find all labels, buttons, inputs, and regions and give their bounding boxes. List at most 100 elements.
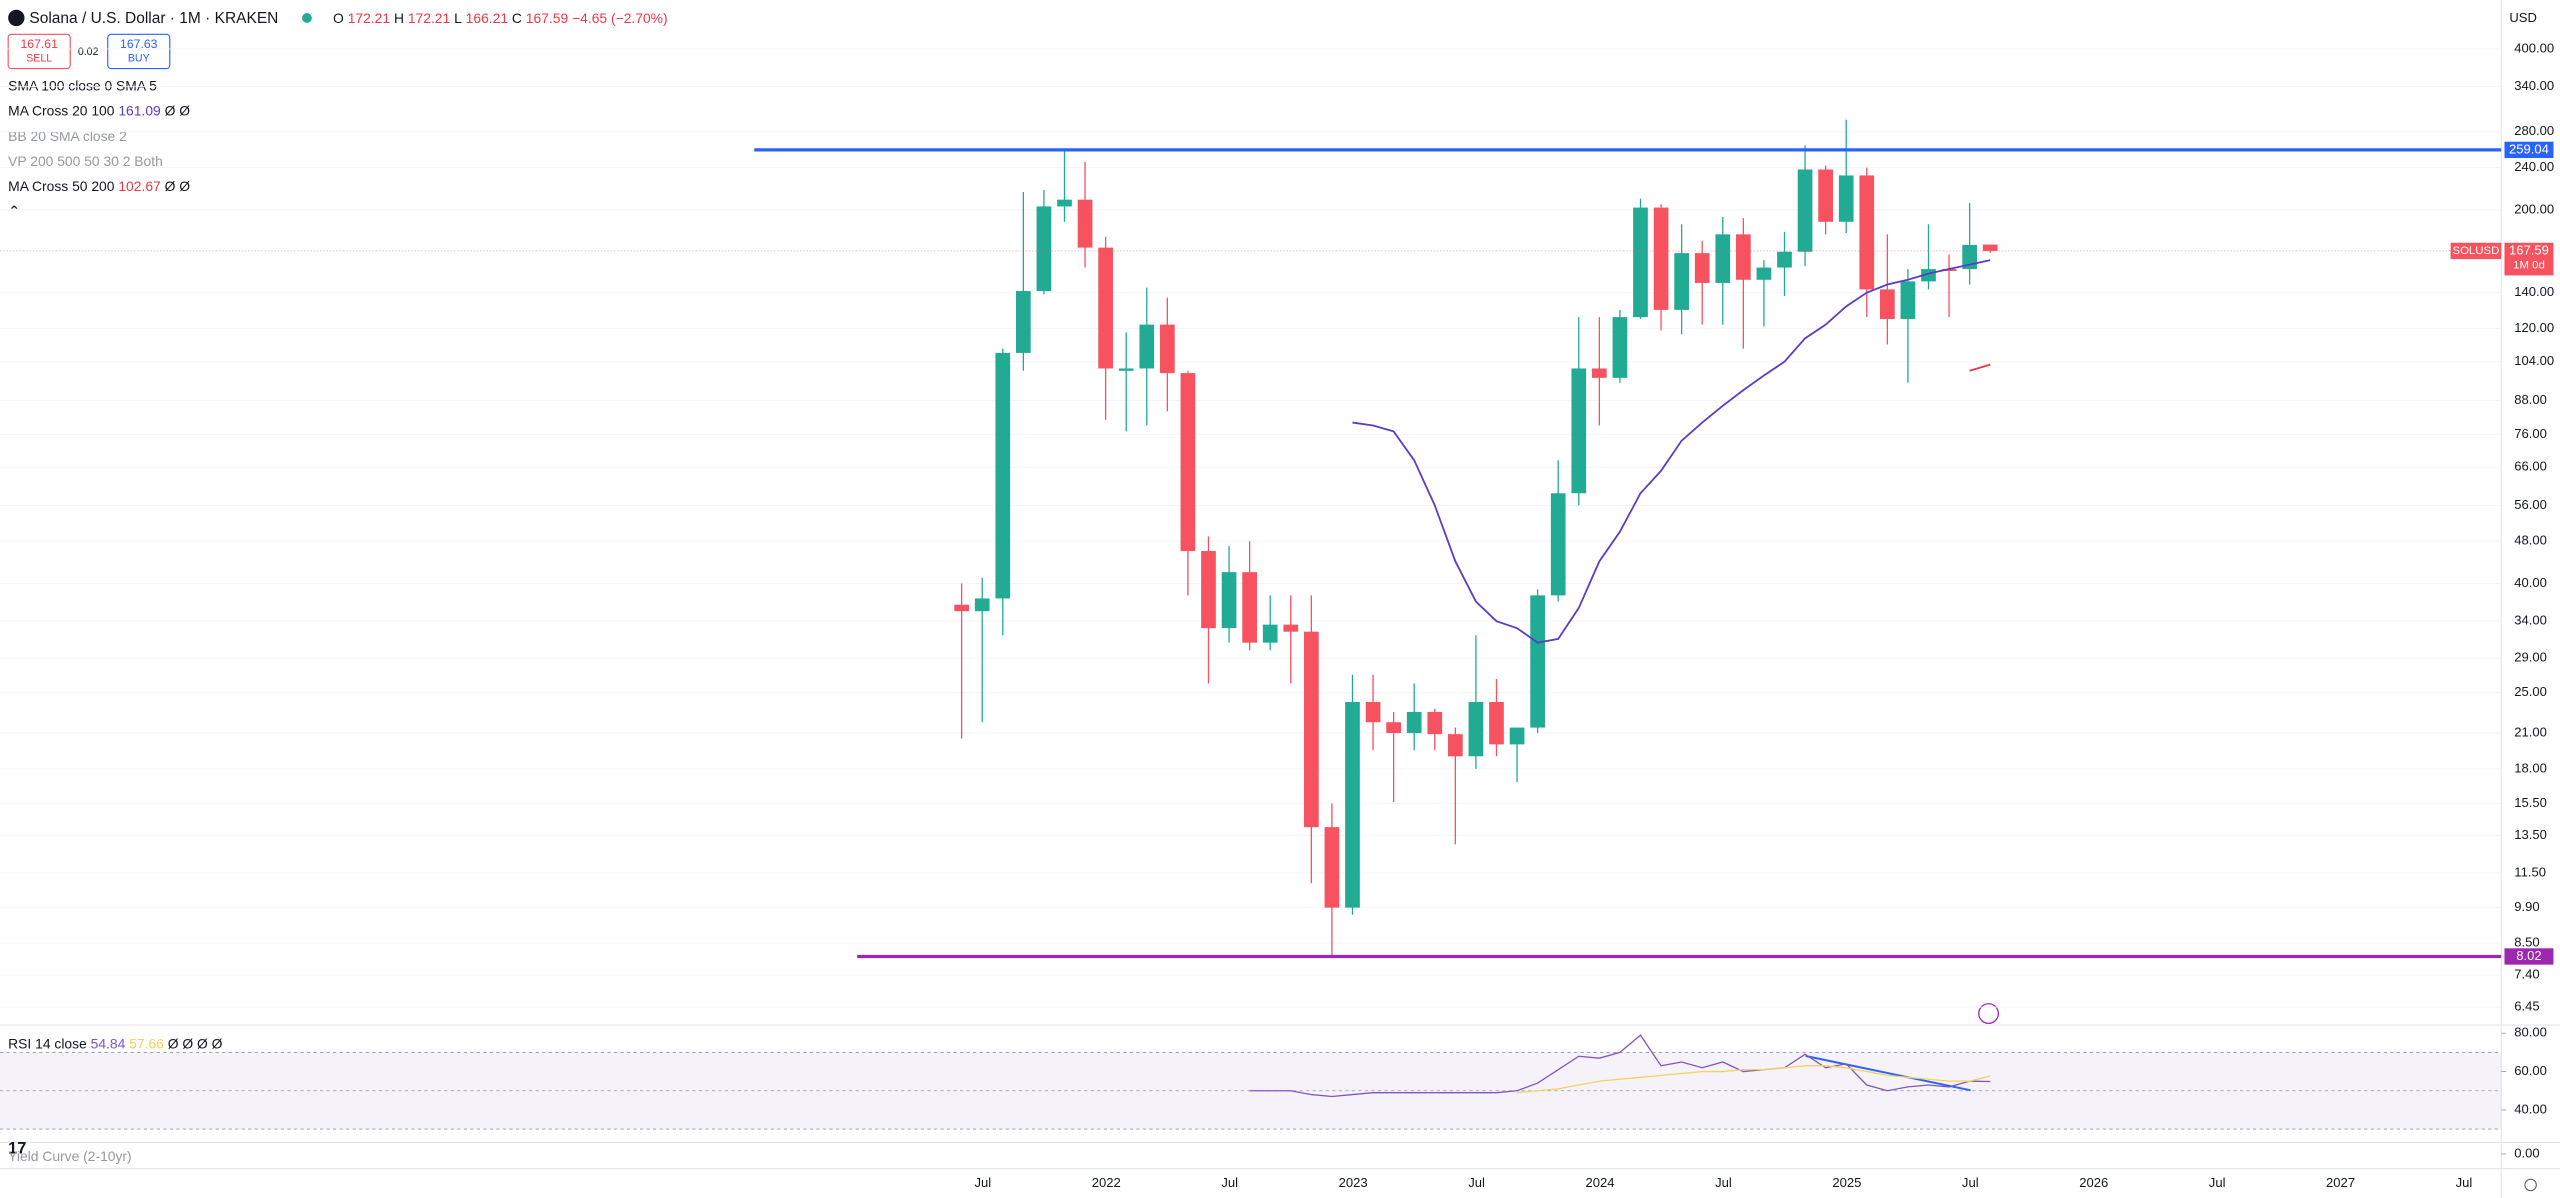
logo: 17: [8, 1139, 26, 1157]
time-tick-label: 2026: [2079, 1175, 2108, 1190]
candle-body: [1180, 373, 1196, 552]
rsi-ma-value: 57.66: [129, 1035, 164, 1051]
candle-body: [1016, 291, 1031, 353]
candle-body: [1592, 368, 1607, 378]
sell-price[interactable]: 167.61: [20, 37, 58, 51]
ohlc-value: 167.59: [526, 9, 569, 25]
candle-body: [1406, 711, 1422, 734]
price-tick-label: 15.50: [2514, 795, 2547, 810]
yield-tick-label: 0.00: [2514, 1145, 2539, 1160]
sell-label[interactable]: SELL: [26, 53, 52, 65]
buy-price[interactable]: 167.63: [120, 37, 158, 51]
candle-body: [1880, 289, 1895, 319]
price-tick-label: 76.00: [2514, 426, 2547, 441]
symbol-box: [2450, 242, 2502, 260]
rsi-value: 54.84: [91, 1035, 126, 1051]
candle-body: [1057, 199, 1072, 207]
candle-body: [1489, 702, 1504, 745]
ma-cross-50-200: [1969, 363, 1991, 372]
rsi-tick-label: 40.00: [2514, 1101, 2547, 1116]
price-tick-label: 140.00: [2514, 284, 2554, 299]
price-tick-label: 104.00: [2514, 353, 2554, 368]
price-tick-label: 29.00: [2514, 650, 2547, 665]
candle-body: [1448, 734, 1463, 757]
rsi-legend: RSI 14 close 54.84 57.66 Ø Ø Ø Ø: [8, 1035, 222, 1051]
symbol-icon[interactable]: [8, 9, 25, 27]
price-tick-label: 7.40: [2514, 967, 2539, 982]
indicator-legend: MA Cross 20 100 161.09 Ø Ø: [8, 102, 190, 118]
candle-body: [1941, 269, 1957, 272]
price-tick-label: 88.00: [2514, 392, 2547, 407]
rsi-tick-label: 60.00: [2514, 1063, 2547, 1078]
indicator-value: 161.09: [118, 102, 161, 118]
price-tick-label: 21.00: [2514, 724, 2547, 739]
candle-body: [1283, 624, 1299, 632]
candle-body: [1571, 368, 1587, 494]
candle-body: [1118, 368, 1134, 371]
time-tick-label: Jul: [975, 1175, 992, 1190]
price-tick-label: 340.00: [2514, 78, 2554, 93]
time-tick-label: Jul: [1221, 1175, 1238, 1190]
ohlc-value: 172.21: [408, 9, 451, 25]
price-tick-label: 400.00: [2514, 40, 2554, 55]
buy-label[interactable]: BUY: [128, 53, 150, 65]
candle-body: [954, 604, 969, 612]
price-tick-label: 11.50: [2514, 864, 2546, 879]
ohlc-values: O 172.21 H 172.21 L 166.21 C 167.59 −4.6…: [333, 9, 668, 25]
buy-button[interactable]: [107, 33, 171, 70]
candle-body: [1756, 267, 1772, 280]
candle-body: [1468, 702, 1484, 757]
time-tick-label: Jul: [1468, 1175, 1485, 1190]
indicator-name: MA Cross 50 200: [8, 178, 115, 194]
time-tick-label: Jul: [1715, 1175, 1732, 1190]
ohlc-label: C: [512, 9, 522, 25]
candle-body: [995, 352, 1011, 599]
rsi-extra: Ø Ø Ø Ø: [168, 1035, 223, 1051]
market-status: [302, 13, 312, 23]
rsi-trendline: [1805, 1055, 1971, 1092]
price-label-box: [2504, 948, 2554, 965]
alert-icon[interactable]: [1978, 1003, 2000, 1025]
price-tick-label: 25.00: [2514, 684, 2547, 699]
candle-body: [1386, 722, 1401, 734]
ohlc-label: H: [394, 9, 404, 25]
price-tick-label: 34.00: [2514, 613, 2547, 628]
indicator-extra: Ø Ø: [165, 178, 191, 194]
symbol-title[interactable]: Solana / U.S. Dollar · 1M · KRAKEN: [29, 10, 278, 27]
ohlc-value: 172.21: [348, 9, 391, 25]
price-tick-label: 40.00: [2514, 575, 2547, 590]
candle-body: [1201, 551, 1216, 629]
price-tick-label: 120.00: [2514, 320, 2554, 335]
last-price-box: [2504, 242, 2554, 276]
rsi-name: RSI 14 close: [8, 1035, 87, 1051]
rsi-tick-label: 80.00: [2514, 1025, 2547, 1040]
indicator-legend: BB 20 SMA close 2: [8, 127, 127, 143]
time-tick-label: Jul: [2209, 1175, 2226, 1190]
candle-body: [1838, 175, 1854, 222]
candle-body: [1139, 324, 1155, 369]
price-tick-label: 240.00: [2514, 159, 2554, 174]
settings-icon[interactable]: [2524, 1178, 2537, 1192]
ohlc-value: 166.21: [466, 9, 509, 25]
ohlc-label: O: [333, 9, 344, 25]
candle-body: [1982, 244, 1998, 251]
indicator-name: SMA 100 close 0 SMA 5: [8, 77, 157, 93]
yield-legend: Yield Curve (2-10yr): [8, 1148, 132, 1164]
change: −4.65 (−2.70%): [572, 9, 668, 25]
time-tick-label: 2023: [1339, 1175, 1368, 1190]
last-price-label: 167.59: [2509, 242, 2549, 257]
collapse-toggle[interactable]: ⌃: [8, 204, 20, 220]
price-tick-label: 200.00: [2514, 201, 2554, 216]
candle-body: [974, 598, 990, 612]
price-tick-label: 18.00: [2514, 760, 2547, 775]
price-tick-label: 280.00: [2514, 123, 2554, 138]
ohlc-label: L: [454, 9, 462, 25]
sell-button[interactable]: [7, 33, 71, 70]
candle-body: [1427, 711, 1443, 735]
price-tick-label: 48.00: [2514, 533, 2547, 548]
time-tick-label: 2024: [1585, 1175, 1614, 1190]
price-tick-label: 13.50: [2514, 827, 2547, 842]
currency[interactable]: USD: [2509, 10, 2537, 25]
